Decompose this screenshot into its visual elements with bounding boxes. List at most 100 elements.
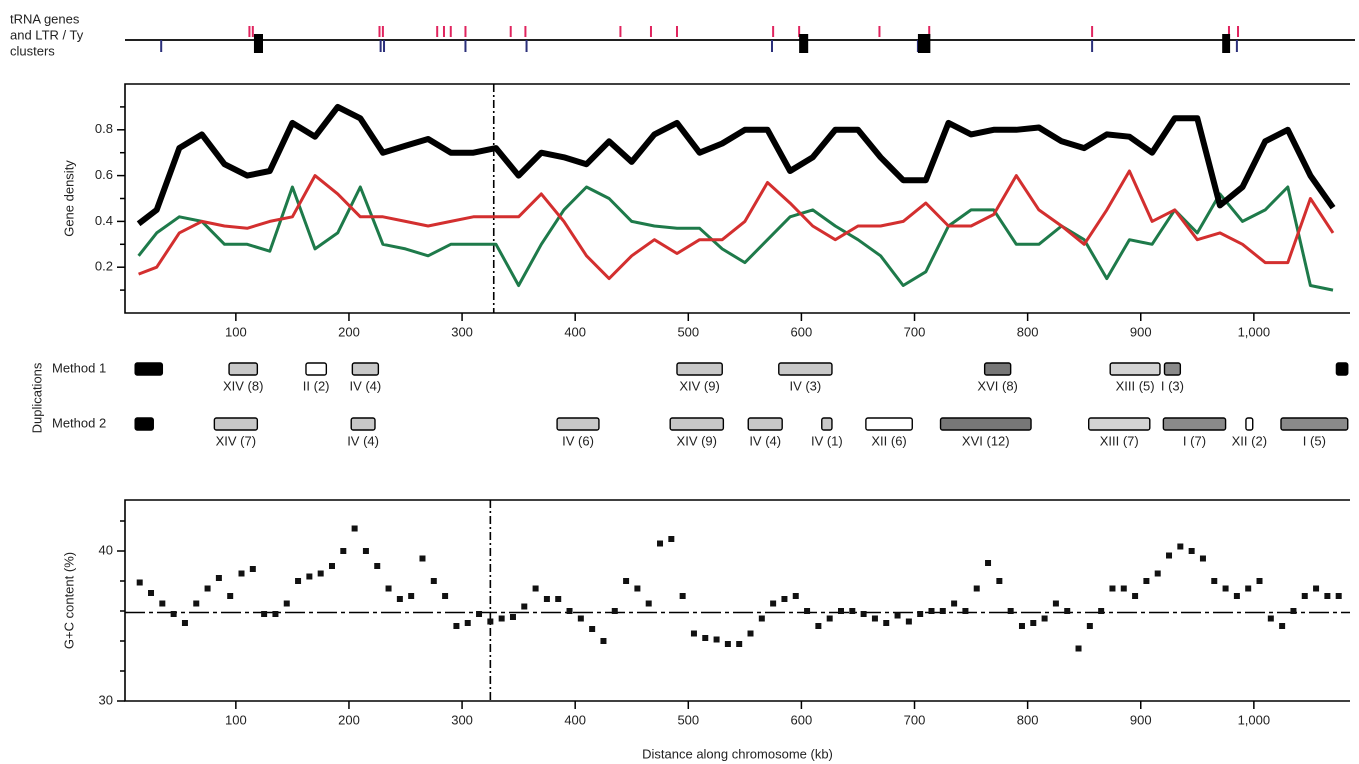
gc-point — [317, 570, 324, 577]
gc-point — [464, 620, 471, 626]
block-label: XIV (8) — [223, 378, 263, 393]
block-label: XII (2) — [1232, 433, 1267, 448]
duplication-block — [1163, 362, 1182, 376]
gc-point — [498, 615, 505, 622]
block-label: XIV (9) — [677, 433, 717, 448]
row-label: Method 2 — [52, 415, 106, 430]
x-tick-label: 700 — [904, 712, 926, 727]
gc-point — [996, 578, 1003, 584]
gc-point — [1098, 608, 1105, 614]
x-tick-label: 100 — [225, 324, 247, 339]
gc-point — [227, 593, 234, 599]
block-label: XVI (8) — [977, 378, 1017, 393]
duplication-block — [1088, 417, 1151, 431]
row-label: Method 1 — [52, 360, 106, 375]
gc-point — [713, 636, 720, 643]
gc-point — [1267, 615, 1274, 622]
gc-point — [476, 611, 483, 617]
gc-point — [328, 563, 335, 569]
duplication-block — [778, 362, 833, 376]
track-label: tRNA genes — [10, 11, 80, 26]
gc-point — [826, 615, 833, 622]
gc-point — [1075, 645, 1082, 652]
gc-point — [430, 578, 437, 584]
gc-point — [1188, 548, 1195, 554]
block-label: IV (4) — [347, 433, 379, 448]
gc-point — [136, 579, 143, 586]
cluster — [799, 34, 809, 53]
gc-point — [453, 623, 460, 629]
duplication-block — [350, 417, 376, 431]
block-label: IV (4) — [749, 433, 781, 448]
gc-point — [215, 575, 222, 581]
gc-point — [1256, 578, 1263, 584]
gc-point — [509, 614, 516, 620]
duplication-block — [983, 362, 1012, 376]
duplication-block — [676, 362, 723, 376]
duplication-block — [939, 417, 1032, 431]
gc-point — [1030, 620, 1037, 626]
gc-point — [1177, 543, 1184, 550]
gc-point — [736, 641, 743, 647]
gc-point — [962, 608, 969, 614]
gc-point — [758, 615, 765, 622]
block-label: IV (3) — [789, 378, 821, 393]
gc-point — [577, 615, 584, 622]
gc-point — [532, 585, 539, 592]
x-tick-label: 600 — [791, 324, 813, 339]
gc-point — [589, 626, 596, 632]
duplication-block — [1280, 417, 1349, 431]
density-line — [137, 185, 1334, 292]
gc-point — [917, 611, 924, 617]
gc-point — [1052, 600, 1059, 607]
gc-point — [690, 630, 697, 637]
gc-point — [283, 600, 290, 607]
gc-point — [668, 536, 675, 542]
gc-point — [781, 596, 788, 602]
gc-point — [340, 548, 347, 554]
cluster — [917, 34, 931, 53]
gc-point — [611, 608, 618, 614]
gc-point — [1120, 585, 1127, 592]
x-tick-label: 900 — [1130, 324, 1152, 339]
gc-point — [951, 600, 958, 607]
gc-point — [295, 578, 302, 584]
density-line — [136, 103, 1336, 227]
gc-point — [815, 623, 822, 629]
gc-point — [928, 608, 935, 614]
gc-point — [860, 611, 867, 617]
gc-point — [1132, 593, 1139, 599]
gc-point — [555, 596, 562, 602]
y-tick-label: 0.4 — [95, 213, 113, 228]
gc-point — [1233, 593, 1240, 599]
x-tick-label: 400 — [564, 324, 586, 339]
gc-point — [521, 603, 528, 610]
gc-point — [419, 555, 426, 562]
block-label: XIII (5) — [1116, 378, 1155, 393]
gc-point — [408, 593, 415, 599]
block-label: I (7) — [1183, 433, 1206, 448]
block-label: XIV (7) — [216, 433, 256, 448]
x-tick-label: 600 — [791, 712, 813, 727]
x-tick-label: 700 — [904, 324, 926, 339]
x-tick-label: 900 — [1130, 712, 1152, 727]
duplication-block — [1335, 362, 1349, 376]
duplication-block — [747, 417, 783, 431]
block-label: II (2) — [303, 378, 330, 393]
gc-point — [804, 608, 811, 614]
block-label: XVI (12) — [962, 433, 1010, 448]
block-label: XIII (7) — [1100, 433, 1139, 448]
gc-point — [849, 608, 856, 614]
gc-point — [1313, 585, 1320, 592]
track-label: clusters — [10, 43, 55, 58]
gc-point — [702, 635, 709, 641]
gc-point — [1335, 593, 1342, 599]
gc-point — [261, 611, 268, 617]
gc-point — [1109, 585, 1116, 592]
x-tick-label: 300 — [451, 324, 473, 339]
gc-point — [1211, 578, 1218, 584]
duplication-block — [134, 362, 164, 376]
duplication-block — [1109, 362, 1161, 376]
gc-point — [623, 578, 630, 584]
gc-point — [939, 608, 946, 614]
